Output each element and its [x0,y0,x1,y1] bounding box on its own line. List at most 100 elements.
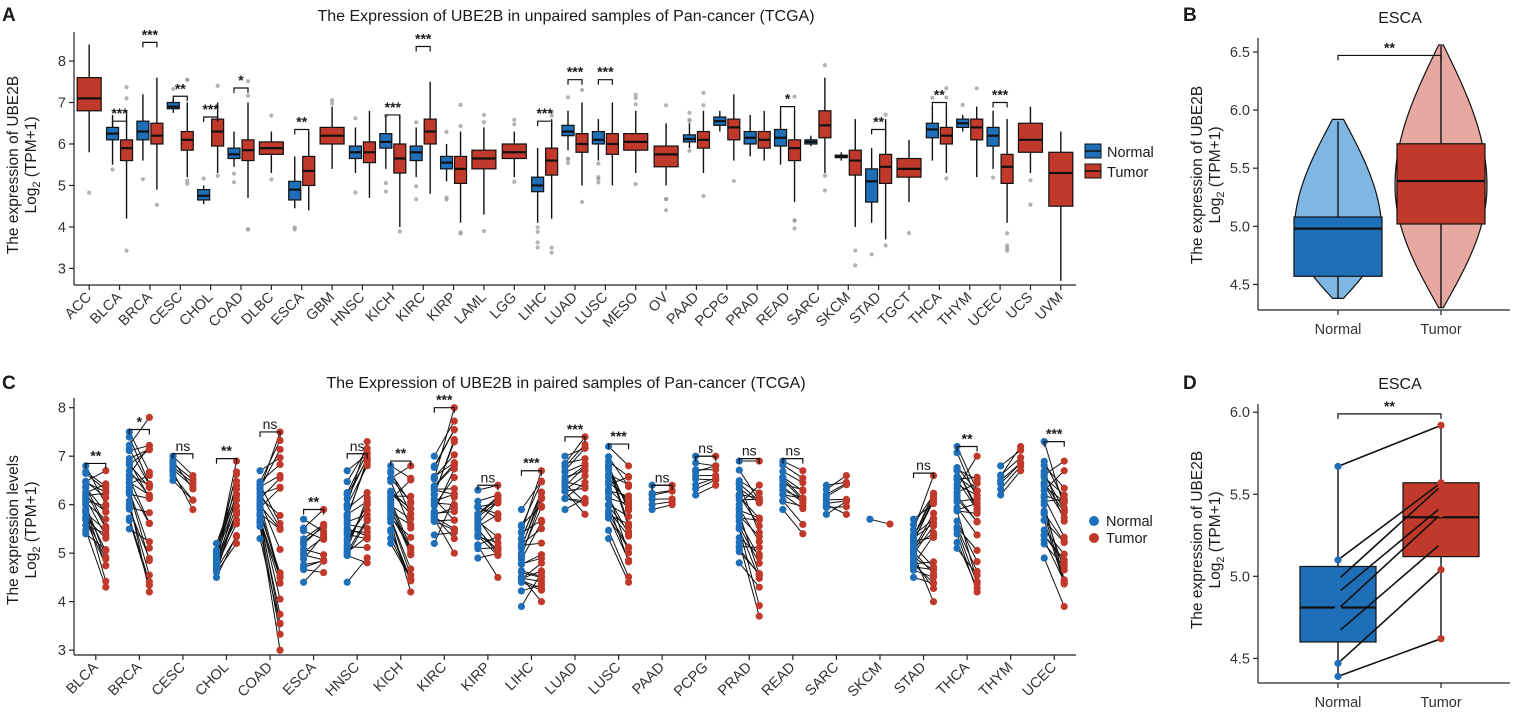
c-sig-ucec-label: *** [1046,426,1063,442]
a-outlier-point [731,178,736,184]
a-outlier-point [481,120,487,125]
a-outlier-point [687,118,692,124]
c-normal-point [125,497,133,505]
c-tumor-point [363,510,371,519]
c-normal-point [779,474,787,482]
c-normal-point [256,535,264,543]
a-outlier-point [596,180,601,185]
c-tumor-point [407,505,415,513]
panel-a-ylabel-line2: Log2 (TPM+1) [23,116,43,213]
c-normal-point [125,466,133,475]
a-xtick-label: HNSC [328,290,368,330]
a-outlier-point [944,86,949,91]
c-tumor-point [581,467,589,475]
a-sig-esca-label: ** [296,113,307,129]
a-outlier-point [512,122,517,127]
c-xtick-label: PAAD [629,660,667,698]
c-normal-point [125,503,133,511]
c-ytick-label: 3 [58,643,66,659]
c-pair-line [433,454,455,478]
d-pair-line [1337,485,1442,581]
c-normal-point [604,526,613,535]
c-normal-point [517,523,526,531]
c-xtick-label: BRCA [105,659,145,699]
c-normal-point [474,541,482,549]
c-pair-line [128,478,150,524]
c-tumor-point [973,495,981,503]
d-normal-point [1334,659,1342,667]
c-tumor-point [363,497,371,506]
c-tumor-point [1060,496,1068,504]
c-sig-prad-bracket [738,458,760,464]
c-tumor-point [363,524,371,532]
panel-a-title: The Expression of UBE2B in unpaired samp… [317,8,814,25]
panel-d-ylabel-line2: Log2 (TPM+1) [1207,491,1227,588]
c-normal-point [343,495,351,503]
c-tumor-point [407,588,415,596]
panel-d: D ESCA The expression of UBE2B Log2 (TPM… [1183,373,1510,711]
a-outlier-point [579,199,585,204]
panel-a-ylabel: The expression of UBE2B Log2 (TPM+1) [5,76,43,254]
c-tumor-point [1060,556,1068,564]
c-tumor-point [232,485,241,493]
c-tumor-point [973,518,981,526]
c-normal-point [1040,479,1048,487]
c-pair-line [1043,464,1065,489]
c-pair-line [433,420,455,457]
d-pair-line [1337,637,1442,678]
a-outlier-point [245,227,251,232]
a-sig-esca-bracket [294,128,310,135]
c-tumor-point [755,538,763,546]
c-normal-point [909,531,918,539]
c-tumor-point [276,630,284,638]
c-tumor-point [276,445,284,453]
a-outlier-point [565,156,571,162]
a-xtick-label: LGG [487,290,520,323]
c-sig-hnsc-label: ns [350,438,365,454]
c-pair-line [85,470,107,482]
d-normal-point [1334,589,1342,597]
c-pair-line [259,477,281,500]
c-normal-point [517,567,526,575]
a-outlier-point [1004,243,1010,248]
c-tumor-point [102,482,110,491]
c-sig-thca-bracket [956,445,978,452]
c-tumor-point [624,558,633,566]
c-tumor-point [799,467,807,475]
a-ytick-label: 6 [58,137,66,153]
c-normal-point [604,500,613,509]
c-pair-line [1043,441,1065,508]
a-blca-tumor-box [119,139,134,162]
c-normal-point [779,497,787,505]
c-tumor-point [102,515,110,523]
c-pair-line [85,480,107,498]
c-tumor-point [755,601,763,610]
c-tumor-point [929,598,938,606]
c-normal-point [517,549,526,557]
c-normal-point [474,554,482,562]
c-normal-point [953,538,961,546]
a-outlier-point [231,171,237,176]
a-sig-ucec-label: *** [992,87,1009,103]
a-outlier-point [792,226,797,231]
c-tumor-point [276,471,284,480]
c-pair-line [1043,557,1065,607]
c-normal-point [692,466,700,474]
c-pair-line [913,519,934,536]
c-tumor-point [145,494,153,502]
b-xtick-label: Normal [1315,322,1362,338]
c-ytick-label: 8 [58,401,66,417]
c-tumor-point [145,441,153,450]
c-tumor-point [929,558,938,566]
c-normal-point [1040,516,1048,524]
a-sig-brca-label: *** [142,26,159,42]
c-tumor-point [929,584,938,593]
a-sig-stad-bracket [871,128,887,135]
c-tumor-point [407,571,415,579]
c-normal-point [648,500,656,509]
c-normal-point [735,542,743,550]
c-tumor-point [581,510,589,518]
c-normal-point [343,545,351,554]
c-tumor-point [363,462,371,470]
a-xtick-label: CESC [146,290,186,330]
